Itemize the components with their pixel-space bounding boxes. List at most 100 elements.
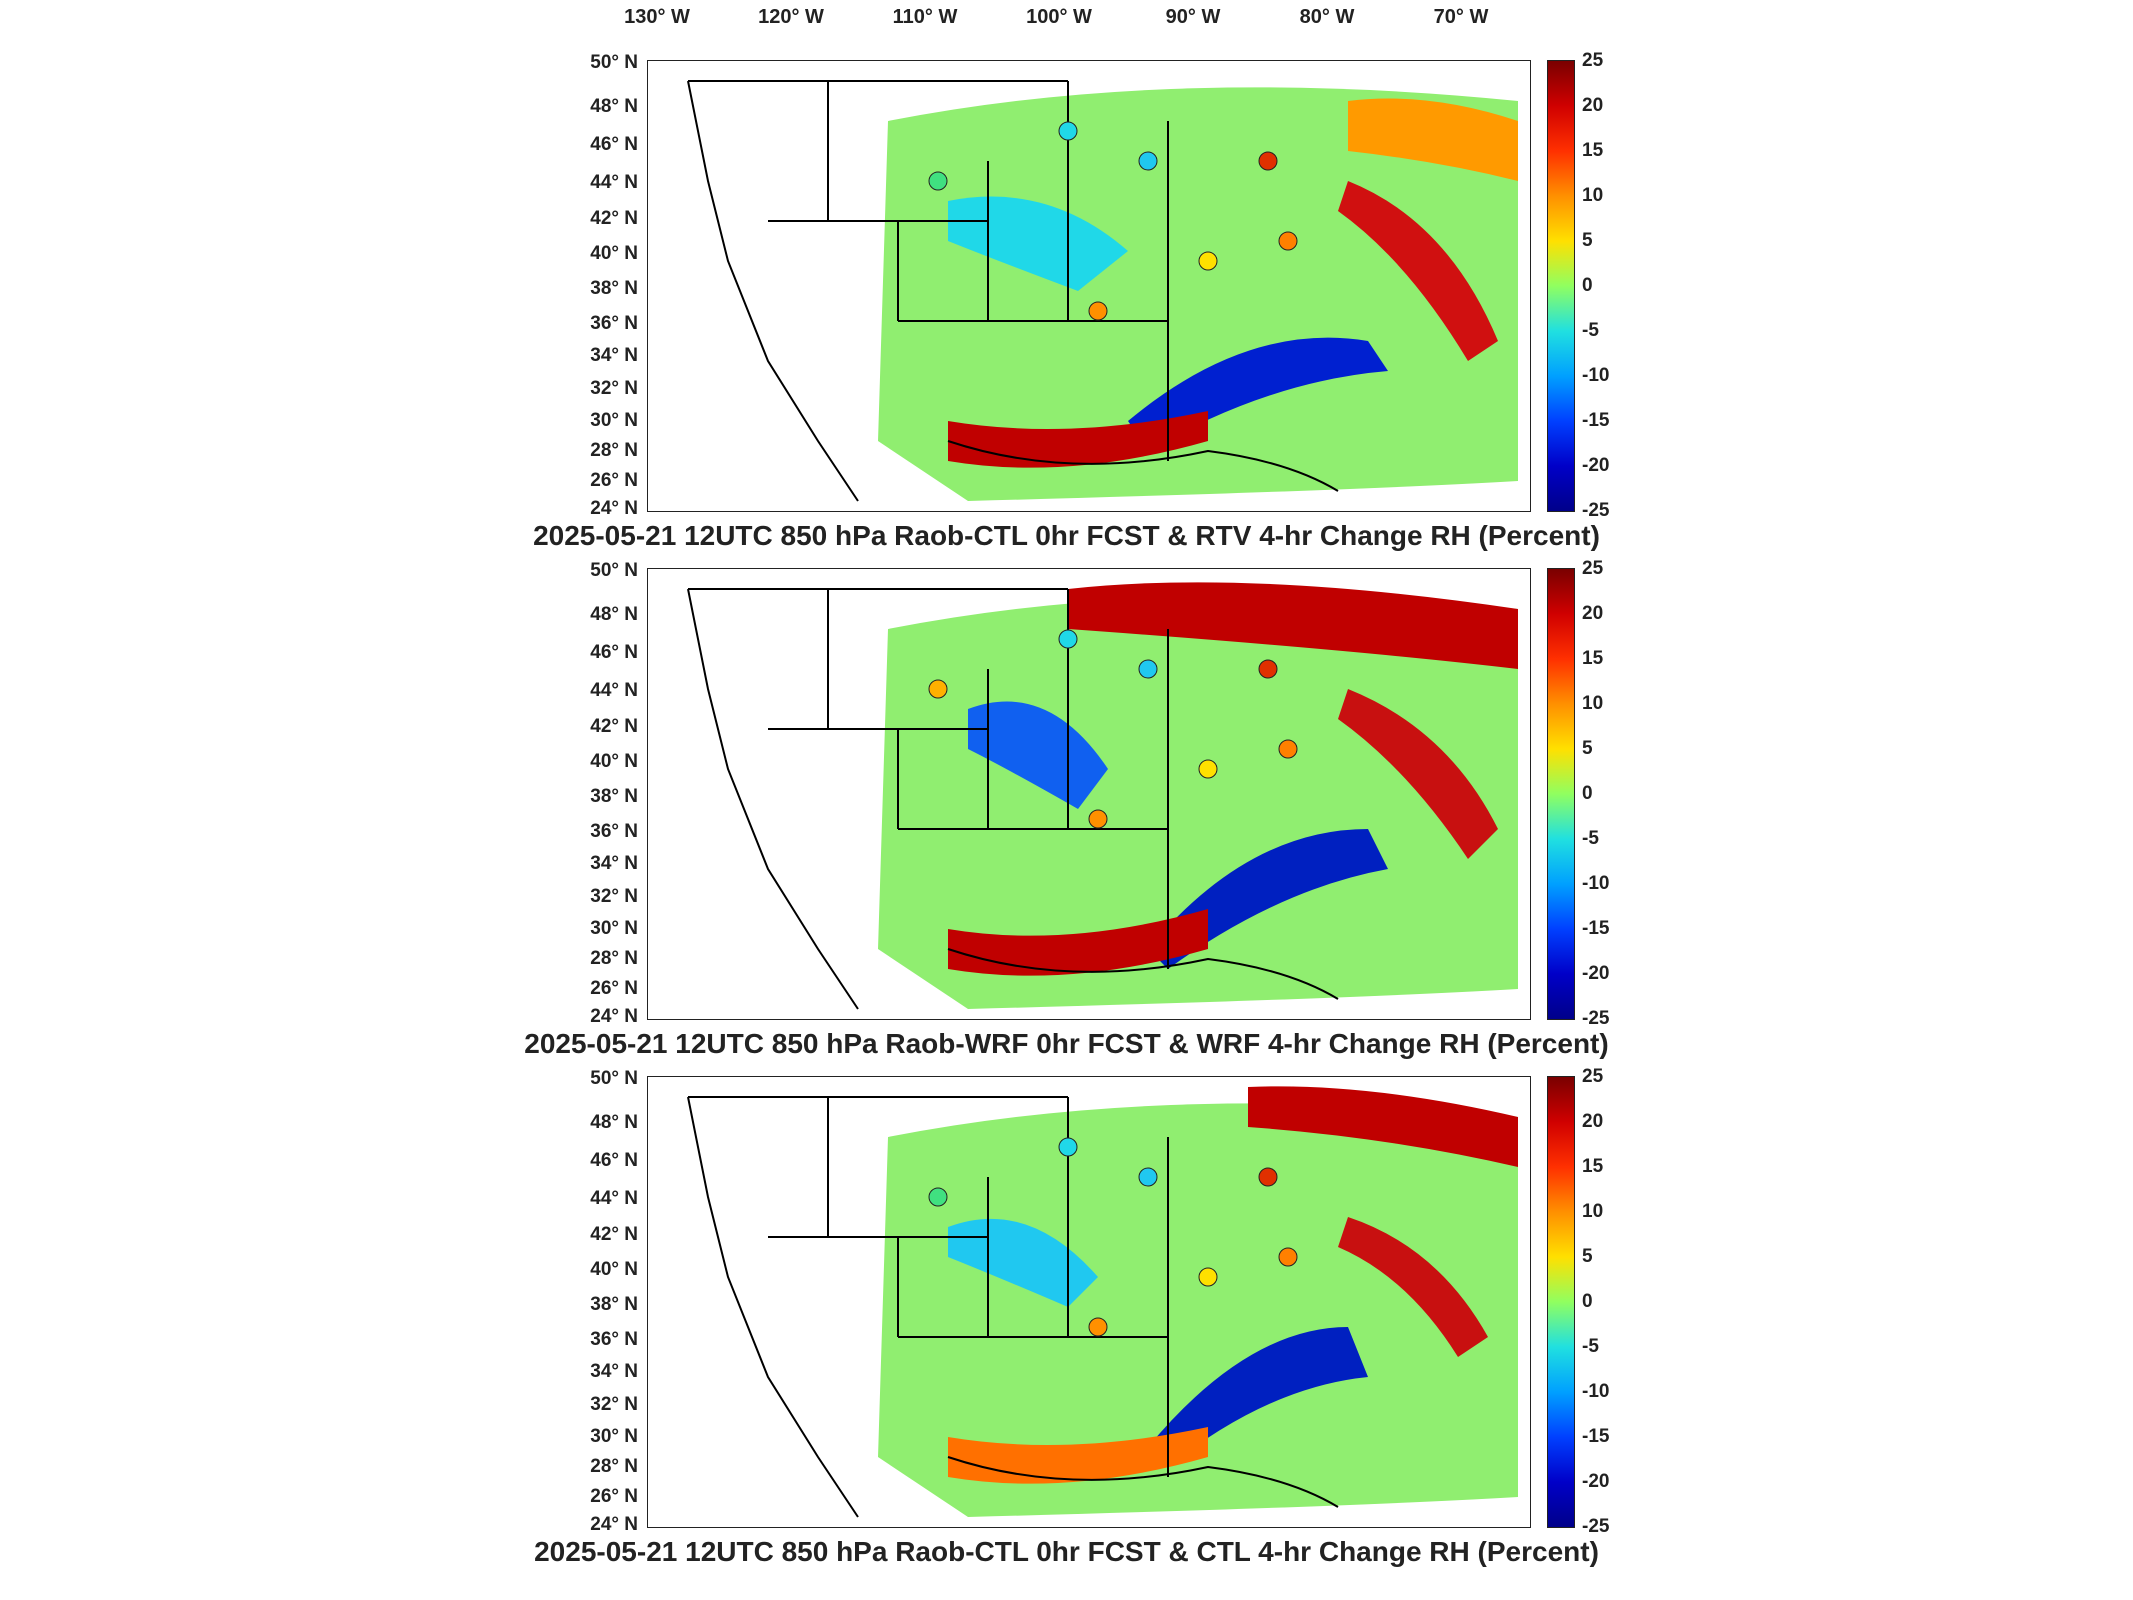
rh-field-red-north: [1068, 582, 1518, 669]
latitude-label: 44° N: [590, 172, 638, 193]
latitude-label: 34° N: [590, 345, 638, 366]
map-outline: [687, 588, 1339, 1010]
raob-station-marker: [1138, 151, 1158, 171]
rh-field-red-band: [1338, 1217, 1488, 1357]
latitude-label: 32° N: [590, 1394, 638, 1415]
latitude-label: 48° N: [590, 1112, 638, 1133]
colorbar-label: -5: [1582, 828, 1599, 849]
colorbar-label: 5: [1582, 230, 1593, 251]
colorbar-label: 0: [1582, 783, 1593, 804]
longitude-label: 100° W: [1026, 6, 1092, 28]
latitude-label: 30° N: [590, 410, 638, 431]
latitude-label: 40° N: [590, 243, 638, 264]
longitude-label: 120° W: [758, 6, 824, 28]
gulf-coast-line: [947, 1456, 1339, 1508]
raob-stations: [928, 121, 1298, 321]
raob-station-marker: [1058, 1137, 1078, 1157]
latitude-label: 34° N: [590, 853, 638, 874]
map-svg: [687, 1086, 1518, 1518]
latitude-label: 46° N: [590, 134, 638, 155]
panel-title: 2025-05-21 12UTC 850 hPa Raob-CTL 0hr FC…: [533, 520, 1600, 551]
rh-field-red-band: [1338, 181, 1498, 361]
colorbar-label: -25: [1582, 500, 1610, 521]
colorbar: [1547, 60, 1575, 512]
latitude-label: 48° N: [590, 96, 638, 117]
latitude-label: 50° N: [590, 560, 638, 581]
raob-station-marker: [1058, 629, 1078, 649]
colorbar-label: 5: [1582, 738, 1593, 759]
raob-station-marker: [1138, 659, 1158, 679]
raob-station-marker: [1088, 1317, 1108, 1337]
colorbar-label: -25: [1582, 1008, 1610, 1029]
latitude-label: 50° N: [590, 52, 638, 73]
rh-field: [878, 87, 1518, 501]
latitude-label: 30° N: [590, 1426, 638, 1447]
latitude-label: 44° N: [590, 680, 638, 701]
raob-station-marker: [1258, 659, 1278, 679]
raob-station-marker: [1088, 301, 1108, 321]
latitude-label: 44° N: [590, 1188, 638, 1209]
raob-station-marker: [928, 171, 948, 191]
longitude-label: 70° W: [1433, 6, 1489, 28]
longitude-label: 90° W: [1165, 6, 1221, 28]
state-boundaries: [688, 588, 1169, 969]
colorbar-label: 15: [1582, 1156, 1604, 1177]
latitude-label: 24° N: [590, 1006, 638, 1027]
latitude-label: 40° N: [590, 1259, 638, 1280]
latitude-label: 42° N: [590, 208, 638, 229]
colorbar-label: 20: [1582, 95, 1604, 116]
rh-field-red-band: [1338, 689, 1498, 859]
rh-field-background: [878, 1103, 1518, 1517]
latitude-label: 34° N: [590, 1361, 638, 1382]
raob-stations: [928, 1137, 1298, 1337]
colorbar-label: 25: [1582, 558, 1604, 579]
colorbar-label: -25: [1582, 1516, 1610, 1537]
map-area: [647, 60, 1531, 512]
longitude-label: 80° W: [1299, 6, 1355, 28]
colorbar-label: 15: [1582, 648, 1604, 669]
latitude-label: 24° N: [590, 498, 638, 519]
raob-station-marker: [928, 1187, 948, 1207]
west-coast-line: [687, 1096, 859, 1518]
latitude-label: 32° N: [590, 886, 638, 907]
latitude-label: 40° N: [590, 751, 638, 772]
longitude-label: 110° W: [892, 6, 958, 28]
map-svg: [687, 80, 1518, 502]
colorbar-label: -20: [1582, 963, 1610, 984]
latitude-label: 28° N: [590, 1456, 638, 1477]
colorbar-label: -5: [1582, 1336, 1599, 1357]
raob-stations: [928, 629, 1298, 829]
latitude-label: 42° N: [590, 716, 638, 737]
raob-station-marker: [1278, 231, 1298, 251]
colorbar-label: 20: [1582, 1111, 1604, 1132]
map-area: [647, 568, 1531, 1020]
latitude-label: 50° N: [590, 1068, 638, 1089]
latitude-label: 48° N: [590, 604, 638, 625]
latitude-label: 46° N: [590, 642, 638, 663]
latitude-label: 26° N: [590, 978, 638, 999]
panel-title: 2025-05-21 12UTC 850 hPa Raob-CTL 0hr FC…: [534, 1536, 1599, 1567]
latitude-label: 38° N: [590, 1294, 638, 1315]
colorbar-label: -15: [1582, 410, 1610, 431]
rh-field-red-gulf: [948, 909, 1208, 976]
latitude-label: 38° N: [590, 278, 638, 299]
colorbar-label: 10: [1582, 1201, 1604, 1222]
colorbar: [1547, 1076, 1575, 1528]
latitude-label: 28° N: [590, 948, 638, 969]
gulf-coast-line: [947, 440, 1339, 492]
colorbar-label: -15: [1582, 1426, 1610, 1447]
rh-field-orange-gulf: [948, 1427, 1208, 1484]
map-area: [647, 1076, 1531, 1528]
colorbar-label: 10: [1582, 693, 1604, 714]
raob-station-marker: [1278, 739, 1298, 759]
latitude-label: 36° N: [590, 1329, 638, 1350]
colorbar-label: 5: [1582, 1246, 1593, 1267]
raob-station-marker: [1278, 1247, 1298, 1267]
latitude-label: 42° N: [590, 1224, 638, 1245]
latitude-label: 30° N: [590, 918, 638, 939]
state-boundaries: [688, 1096, 1169, 1477]
latitude-label: 36° N: [590, 313, 638, 334]
latitude-label: 32° N: [590, 378, 638, 399]
rh-field-red-north: [1248, 1086, 1518, 1167]
colorbar-label: 25: [1582, 1066, 1604, 1087]
